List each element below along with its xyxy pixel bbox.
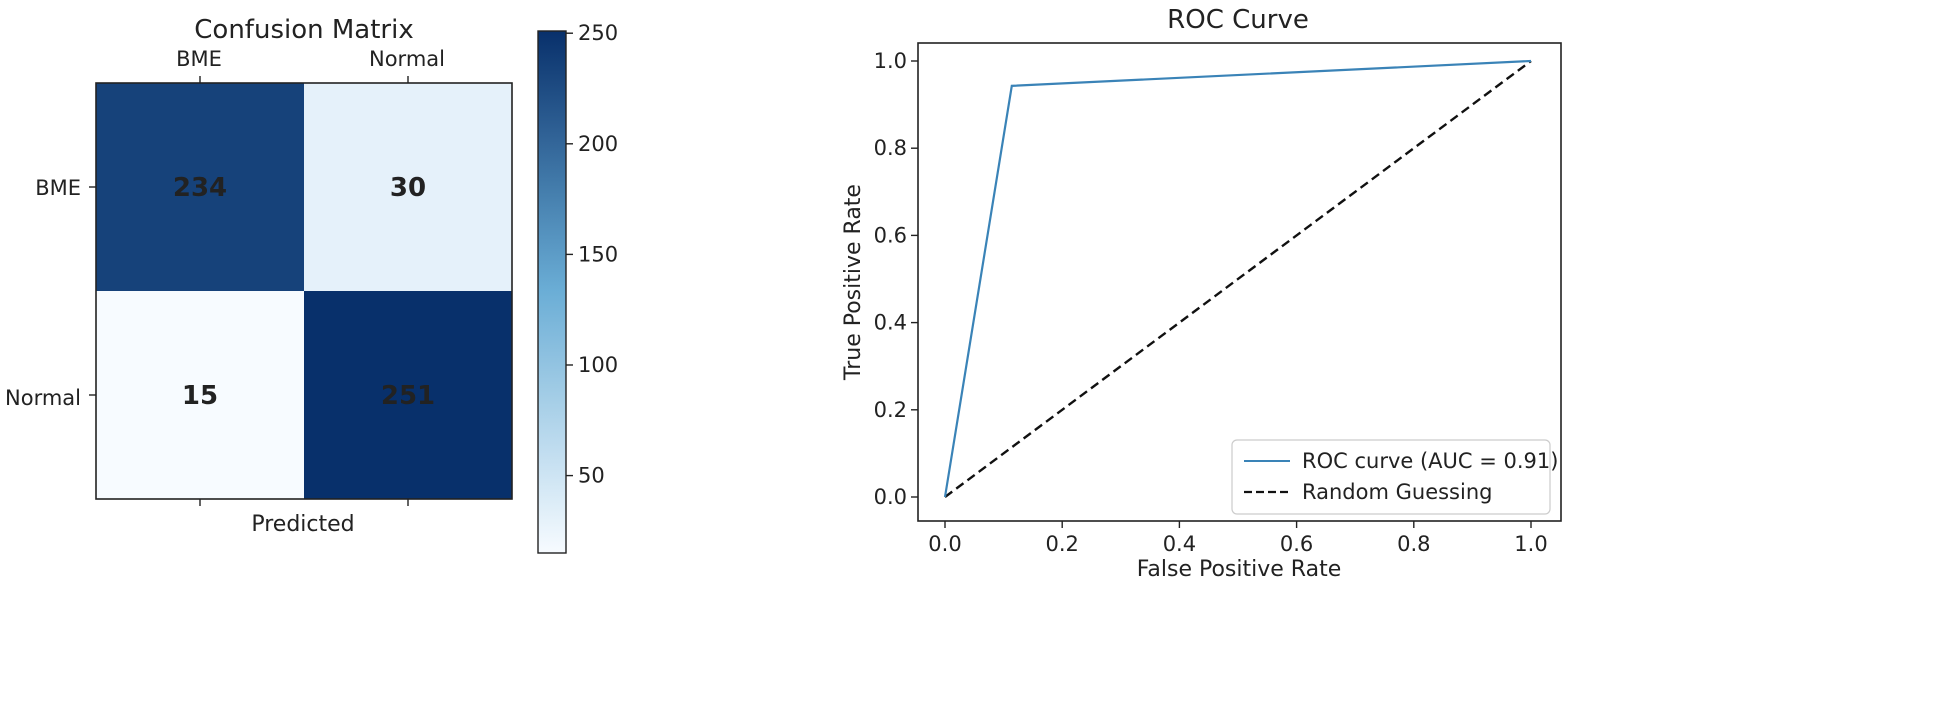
cm-x-tick-label: Normal — [369, 47, 445, 71]
roc-legend: ROC curve (AUC = 0.91) Random Guessing — [1231, 439, 1558, 515]
cm-cell-value: 234 — [173, 173, 227, 203]
roc-x-tick-label: 0.4 — [1163, 532, 1196, 556]
cm-cell — [304, 291, 512, 499]
cm-cell-value: 251 — [381, 381, 435, 411]
roc-y-tick-label: 0.4 — [874, 311, 907, 335]
legend-box — [1231, 439, 1551, 515]
roc-ticks: 0.0 0.2 0.4 0.6 0.8 1.0 0.0 0.2 0.4 0.6 0.8 1.0 — [874, 49, 1548, 556]
roc-y-axis-label: True Positive Rate — [841, 184, 866, 381]
roc-title: ROC Curve — [1167, 5, 1309, 35]
cm-x-axis-label: Predicted — [251, 512, 354, 537]
roc-x-tick-label: 0.6 — [1280, 532, 1313, 556]
cm-cell — [96, 291, 304, 499]
colorbar: 50 100 150 200 250 — [537, 21, 618, 554]
roc-y-tick-label: 0.0 — [874, 485, 907, 509]
roc-y-tick-label: 0.8 — [874, 136, 907, 160]
cm-cell — [96, 83, 304, 291]
colorbar-tick-label: 50 — [578, 464, 605, 488]
cm-x-tick-label: BME — [176, 47, 222, 71]
roc-x-tick-label: 1.0 — [1514, 532, 1547, 556]
roc-plot-frame — [917, 42, 1562, 522]
colorbar-tick-label: 150 — [578, 242, 618, 266]
legend-label-random: Random Guessing — [1302, 480, 1492, 504]
colorbar-tick-label: 250 — [578, 21, 618, 45]
roc-y-tick-label: 0.2 — [874, 398, 907, 422]
colorbar-gradient — [537, 30, 567, 554]
roc-curve-line — [943, 59, 1532, 498]
roc-y-tick-label: 0.6 — [874, 223, 907, 247]
roc-lines — [943, 59, 1532, 498]
cm-title: Confusion Matrix — [194, 15, 413, 45]
cm-cell — [304, 83, 512, 291]
random-guessing-line — [944, 60, 1532, 498]
colorbar-tick-label: 100 — [578, 353, 618, 377]
roc-x-tick-label: 0.0 — [928, 532, 961, 556]
cm-tick-marks — [89, 76, 409, 506]
roc-x-tick-label: 0.2 — [1045, 532, 1078, 556]
cm-cell-value: 15 — [182, 381, 218, 411]
legend-label-roc: ROC curve (AUC = 0.91) — [1302, 449, 1558, 473]
cm-cells: 234 30 15 251 — [95, 82, 513, 500]
roc-y-tick-label: 1.0 — [874, 49, 907, 73]
confusion-matrix-panel: Confusion Matrix BME Normal BME Normal 2… — [5, 15, 513, 537]
roc-x-axis-label: False Positive Rate — [1137, 557, 1341, 582]
cm-y-tick-label: Normal — [5, 386, 81, 410]
roc-x-tick-label: 0.8 — [1397, 532, 1430, 556]
cm-frame — [95, 82, 513, 500]
cm-y-tick-label: BME — [35, 176, 81, 200]
cm-cell-value: 30 — [390, 173, 426, 203]
roc-panel: ROC Curve 0.0 0.2 0.4 0.6 0.8 1.0 0.0 0.2 0.4 0.6… — [841, 5, 1562, 582]
colorbar-tick-label: 200 — [578, 132, 618, 156]
